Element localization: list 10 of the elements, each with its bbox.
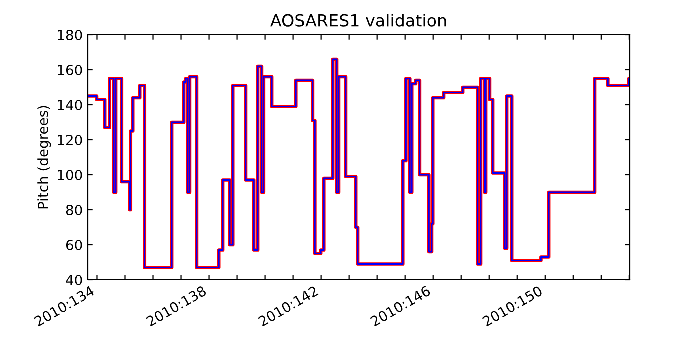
y-tick-label: 60 (66, 240, 82, 250)
y-tick-label: 120 (58, 134, 82, 146)
y-tick-label: 40 (66, 274, 82, 286)
chart-title: AOSARES1 validation (270, 14, 446, 27)
y-tick-label: 100 (58, 170, 82, 180)
y-tick-label: 140 (58, 100, 82, 110)
y-tick-label: 160 (58, 64, 82, 76)
y-tick-label: 180 (58, 30, 82, 40)
y-axis-title: Pitch (degrees) (38, 106, 52, 209)
y-tick-label: 80 (66, 204, 82, 216)
